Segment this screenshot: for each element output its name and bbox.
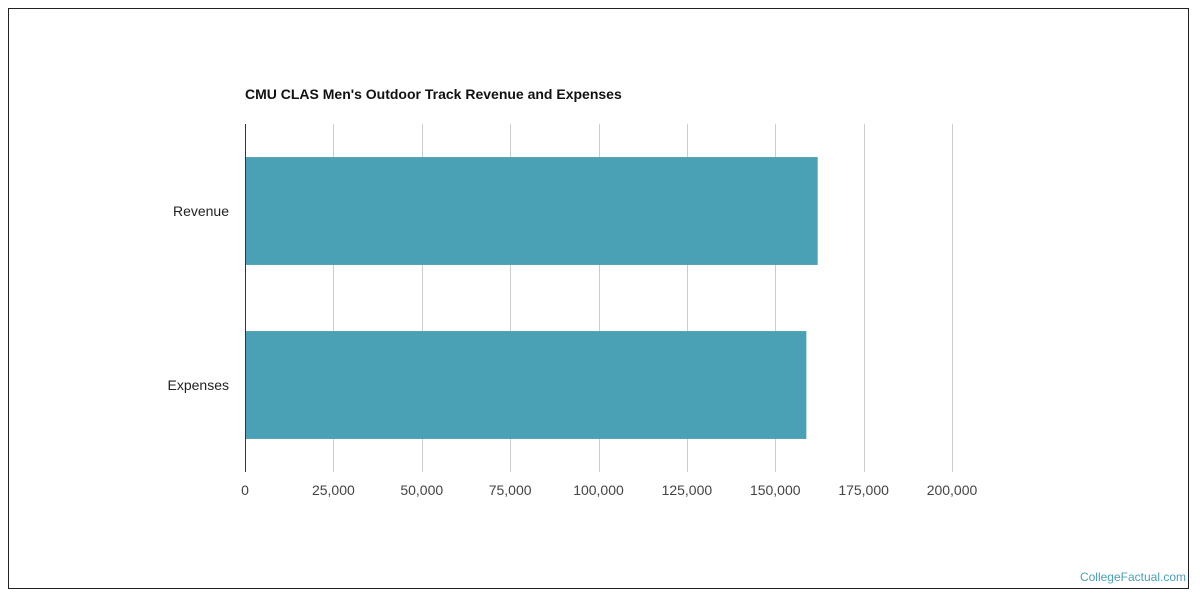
x-tick-label: 175,000 (838, 482, 889, 498)
category-labels: Revenue Expenses (168, 203, 230, 393)
category-label: Expenses (168, 377, 229, 393)
chart-title: CMU CLAS Men's Outdoor Track Revenue and… (245, 86, 622, 102)
bar-revenue[interactable] (245, 157, 818, 265)
x-tick-label: 125,000 (662, 482, 713, 498)
x-tick-labels: 0 25,000 50,000 75,000 100,000 125,000 150,000… (241, 482, 977, 498)
bar-expenses[interactable] (245, 331, 807, 439)
x-tick-label: 50,000 (400, 482, 443, 498)
source-watermark[interactable]: CollegeFactual.com (1079, 570, 1186, 584)
x-tick-label: 75,000 (489, 482, 532, 498)
x-tick-label: 200,000 (927, 482, 978, 498)
chart-frame (8, 8, 1189, 589)
x-tick-label: 0 (241, 482, 249, 498)
bars (245, 157, 818, 439)
category-label: Revenue (173, 203, 229, 219)
x-tick-label: 25,000 (312, 482, 355, 498)
x-tick-label: 150,000 (750, 482, 801, 498)
x-tick-label: 100,000 (573, 482, 624, 498)
